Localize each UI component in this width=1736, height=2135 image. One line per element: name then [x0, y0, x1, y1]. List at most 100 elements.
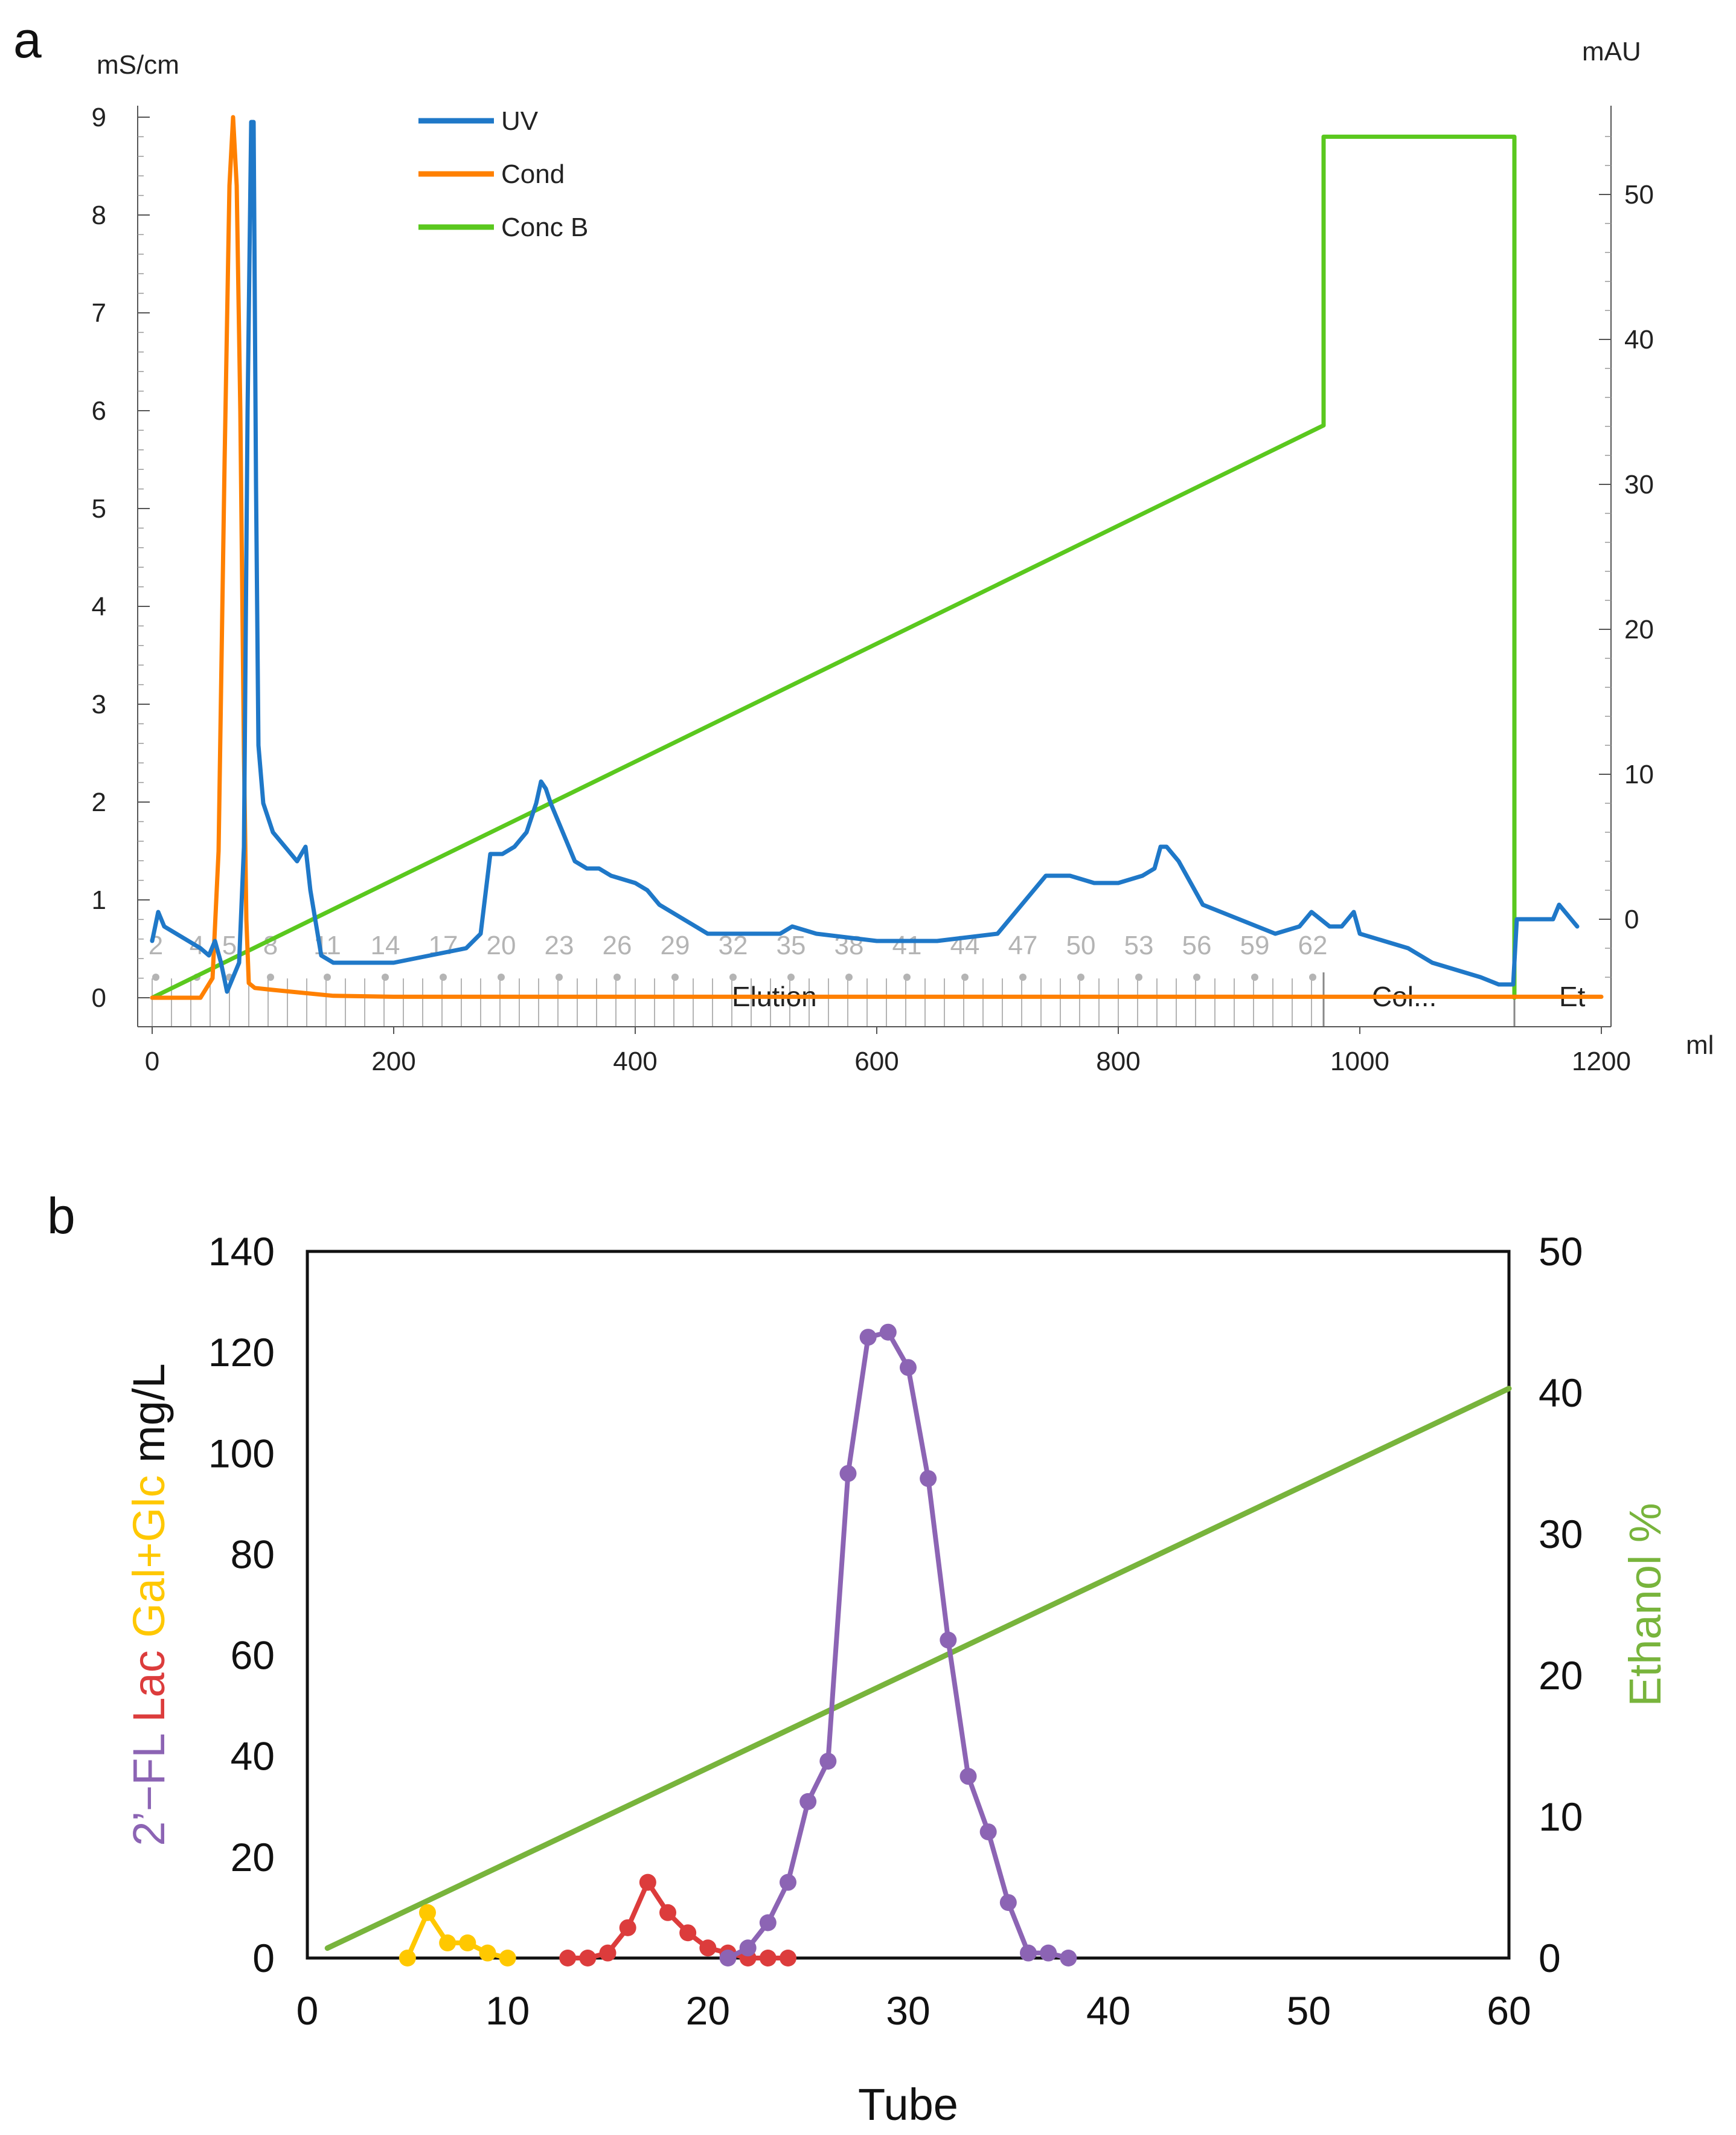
left-axis-title-part: Gal+Glc: [124, 1463, 174, 1638]
fraction-number: 35: [777, 931, 806, 960]
right-y-tick-label: 40: [1624, 325, 1654, 355]
fl2-point: [859, 1329, 877, 1346]
right-y-tick-label: 30: [1624, 470, 1654, 499]
fraction-dot: [961, 974, 969, 981]
legend-label-cond: Cond: [501, 159, 565, 189]
fraction-dot: [1077, 974, 1084, 981]
lac-point: [559, 1950, 577, 1966]
fraction-number: 23: [545, 931, 574, 960]
left-y-tick-label: 9: [92, 103, 106, 132]
left-y-tick-label: 7: [92, 298, 106, 328]
lac-point: [679, 1924, 697, 1942]
right-y-tick-label: 20: [1624, 615, 1654, 644]
gal-glc-point: [439, 1934, 456, 1951]
left-axis-title: 2’−FL Lac Gal+Glc mg/L: [124, 1363, 174, 1846]
right-axis-unit: mAU: [1582, 37, 1641, 66]
x-tick-label: 400: [613, 1047, 657, 1076]
left-y-tick-label: 100: [208, 1431, 275, 1475]
left-y-tick-label: 0: [252, 1936, 275, 1980]
x-tick-label: 50: [1287, 1988, 1331, 2033]
fl2-point: [819, 1753, 837, 1770]
left-y-tick-label: 3: [92, 690, 106, 719]
fraction-dot: [845, 974, 853, 981]
cond-line: [150, 115, 1604, 1000]
fl2-point: [719, 1950, 737, 1966]
fraction-dot: [382, 974, 389, 981]
ethanol-line: [324, 1385, 1512, 1951]
panel-a: a mS/cm mAU ml 2 4 5 8 11 14 17 20 23 26 29 32 35 38 4…: [13, 11, 1714, 1076]
legend-label-uv: UV: [501, 106, 539, 136]
left-y-tick-label: 1: [92, 885, 106, 915]
left-y-tick-label: 20: [231, 1835, 275, 1880]
gal-glc-point: [479, 1944, 496, 1962]
lac-point: [759, 1950, 777, 1966]
left-axis-unit: mS/cm: [97, 50, 179, 80]
fl2-point: [1020, 1944, 1037, 1962]
left-y-tick-label: 60: [231, 1633, 275, 1678]
fl2-line: [725, 1329, 1071, 1960]
lac-point: [619, 1919, 636, 1936]
fraction-dot: [1019, 974, 1027, 981]
x-tick-label: 0: [145, 1047, 159, 1076]
fraction-dot: [1193, 974, 1200, 981]
fraction-dot: [671, 974, 679, 981]
fl2-point: [739, 1939, 757, 1957]
x-tick-label: 30: [886, 1988, 930, 2033]
left-y-tick-label: 80: [231, 1532, 275, 1576]
gal-glc-point: [419, 1904, 436, 1921]
fraction-markers: 2 4 5 8 11 14 17 20 23 26 29 32 35 38 41 44 47 50 53 56 59 62…: [149, 931, 1586, 1027]
left-y-tick-label: 2: [92, 788, 106, 817]
right-y-tick-label: 0: [1539, 1936, 1561, 1980]
fraction-dot: [1135, 974, 1142, 981]
left-y-tick-label: 6: [92, 396, 106, 426]
fl2-point: [1040, 1944, 1057, 1962]
fl2-point: [979, 1823, 997, 1841]
panel-b: b 0 10 20 30 40 50 600204060801001201400102030…: [47, 1187, 1670, 2130]
fraction-number: 20: [487, 931, 516, 960]
fl2-point: [920, 1470, 937, 1488]
right-y-tick-label: 0: [1624, 905, 1639, 934]
right-y-tick-label: 40: [1539, 1370, 1583, 1415]
fl2-point: [959, 1768, 977, 1785]
x-tick-label: 40: [1086, 1988, 1130, 2033]
left-y-tick-label: 5: [92, 494, 106, 524]
x-tick-label: 200: [371, 1047, 415, 1076]
left-axis-title-part: Lac: [124, 1638, 174, 1722]
lac-point: [599, 1944, 617, 1962]
fraction-number: 56: [1182, 931, 1212, 960]
fraction-dot: [440, 974, 447, 981]
panel-a-label: a: [13, 11, 42, 68]
right-axis-title: Ethanol %: [1620, 1503, 1670, 1706]
left-y-tick-label: 8: [92, 201, 106, 230]
legend-label-conc-b: Conc B: [501, 213, 588, 242]
fraction-dot: [1309, 974, 1316, 981]
lac-point: [699, 1939, 717, 1957]
fl2-point: [780, 1873, 796, 1891]
fraction-dot: [729, 974, 737, 981]
fraction-number: 62: [1298, 931, 1328, 960]
left-y-tick-label: 120: [208, 1330, 275, 1375]
fraction-number: 26: [603, 931, 632, 960]
fraction-number: 47: [1008, 931, 1038, 960]
fraction-dot: [613, 974, 621, 981]
x-tick-label: 0: [296, 1988, 319, 2033]
fraction-dot: [1251, 974, 1258, 981]
axis-ticks: 0 200 400 600 800 1000 12000123456789010203040…: [92, 103, 1654, 1076]
fraction-dot: [787, 974, 795, 981]
fraction-dot: [903, 974, 911, 981]
fl2-point: [799, 1793, 817, 1810]
right-y-tick-label: 10: [1539, 1794, 1583, 1839]
left-y-tick-label: 0: [92, 983, 106, 1013]
left-axis-title-part: 2’−FL: [124, 1722, 174, 1846]
left-y-tick-label: 40: [231, 1734, 275, 1779]
series-lines: [150, 115, 1604, 1000]
fraction-number: 53: [1124, 931, 1154, 960]
fraction-dot: [152, 974, 159, 981]
fraction-number: 41: [892, 931, 922, 960]
lac-point: [639, 1873, 656, 1891]
fl2-point: [940, 1631, 957, 1649]
right-y-tick-label: 30: [1539, 1512, 1583, 1556]
legend: UV Cond Conc B: [418, 106, 588, 242]
x-tick-label: 1200: [1572, 1047, 1631, 1076]
